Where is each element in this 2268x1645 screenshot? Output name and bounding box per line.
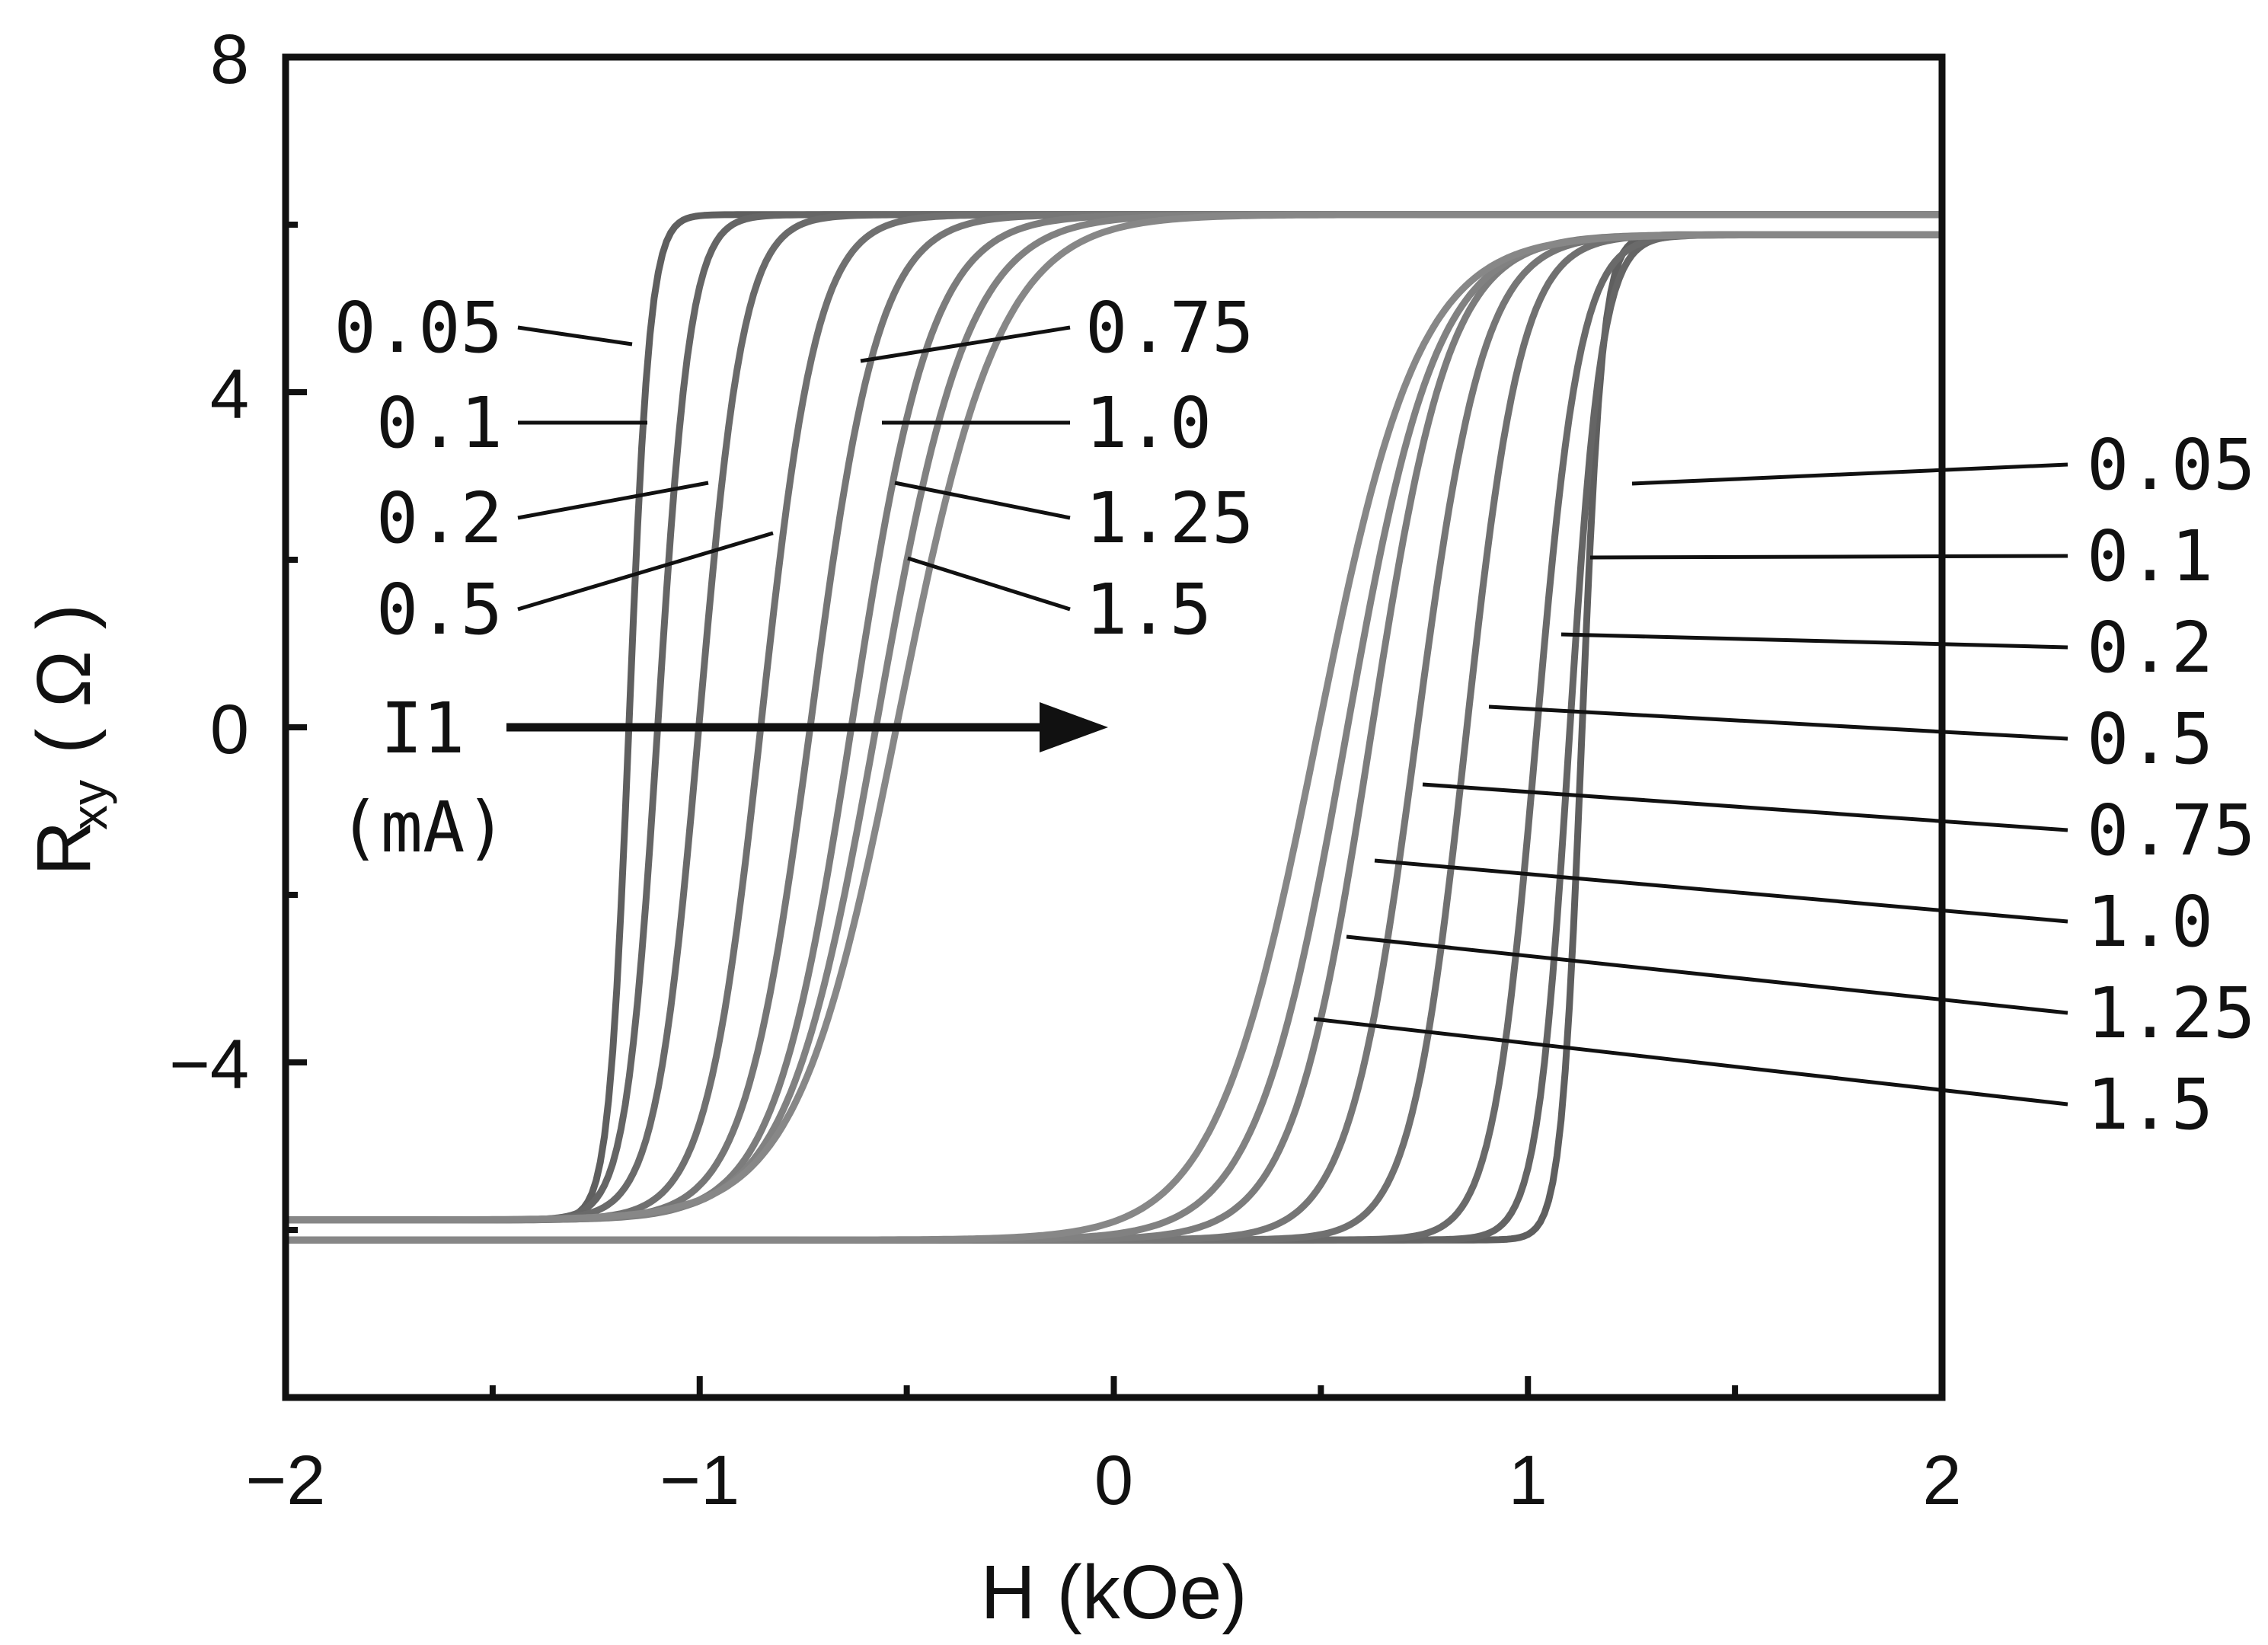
y-tick-label: −4 <box>169 1026 249 1104</box>
x-axis-title: H (kOe) <box>981 1550 1247 1635</box>
leader-line <box>860 325 1071 363</box>
leader-line <box>1488 704 2068 741</box>
y-axis-title-subscript: xy <box>61 780 117 830</box>
curve-label: 0.5 <box>376 569 503 650</box>
leader-line <box>1560 632 2068 650</box>
leader-line <box>1374 858 2068 924</box>
leader-line <box>1631 462 2068 486</box>
leader-line <box>1313 1017 2068 1107</box>
leader-line <box>1589 554 2068 560</box>
leader-line <box>517 325 633 347</box>
curve-label: 0.05 <box>334 287 503 369</box>
curve-label: 1.5 <box>2087 1064 2213 1145</box>
leader-line <box>894 481 1071 520</box>
curve-label: 1.5 <box>1085 569 1212 650</box>
curve-label: 0.1 <box>2087 516 2213 597</box>
curve-label: 0.2 <box>2087 607 2213 688</box>
y-tick-label: 4 <box>210 356 249 433</box>
curve-label: 0.75 <box>1085 287 1254 369</box>
curve-label: 1.0 <box>2087 881 2213 963</box>
leader-line <box>1346 934 2068 1015</box>
curve-labels: 0.05 0.1 0.2 0.5 0.75 1.0 1.25 1.5 0.05 0.1 0.2 0.5… <box>334 287 2255 1145</box>
annotation-unit-label: (mA) <box>338 787 507 868</box>
y-axis-title: R xy ( Ω ) <box>21 604 117 876</box>
annotation-arrow-head <box>1040 702 1108 752</box>
curve-label: 1.25 <box>2087 973 2256 1054</box>
curve-label: 0.75 <box>2087 790 2256 871</box>
y-axis: −4 0 4 8 <box>169 21 307 1401</box>
curve-label: 1.0 <box>1085 382 1212 464</box>
y-axis-title-main: R <box>21 821 107 876</box>
curve-label: 0.05 <box>2087 424 2256 506</box>
y-tick-label: 0 <box>210 691 249 768</box>
leader-line <box>907 556 1071 612</box>
leader-line <box>1422 782 2068 832</box>
y-tick-label: 8 <box>210 21 249 98</box>
curve-label: 1.25 <box>1085 478 1254 559</box>
x-tick-label: 1 <box>1509 1442 1548 1519</box>
x-axis: −2 −1 0 1 2 <box>246 1376 1962 1519</box>
curve-label: 0.2 <box>376 478 503 559</box>
leader-line <box>517 481 709 520</box>
current-annotation: I1 (mA) <box>338 688 1108 868</box>
curve-label: 0.5 <box>2087 698 2213 780</box>
annotation-current-label: I1 <box>381 688 465 769</box>
y-axis-title-unit: ( Ω ) <box>21 604 107 754</box>
leader-line <box>517 531 774 612</box>
curve-label: 0.1 <box>376 382 503 464</box>
x-tick-label: −1 <box>660 1442 739 1519</box>
x-tick-label: 2 <box>1922 1442 1961 1519</box>
x-tick-label: 0 <box>1094 1442 1133 1519</box>
x-tick-label: −2 <box>246 1442 326 1519</box>
